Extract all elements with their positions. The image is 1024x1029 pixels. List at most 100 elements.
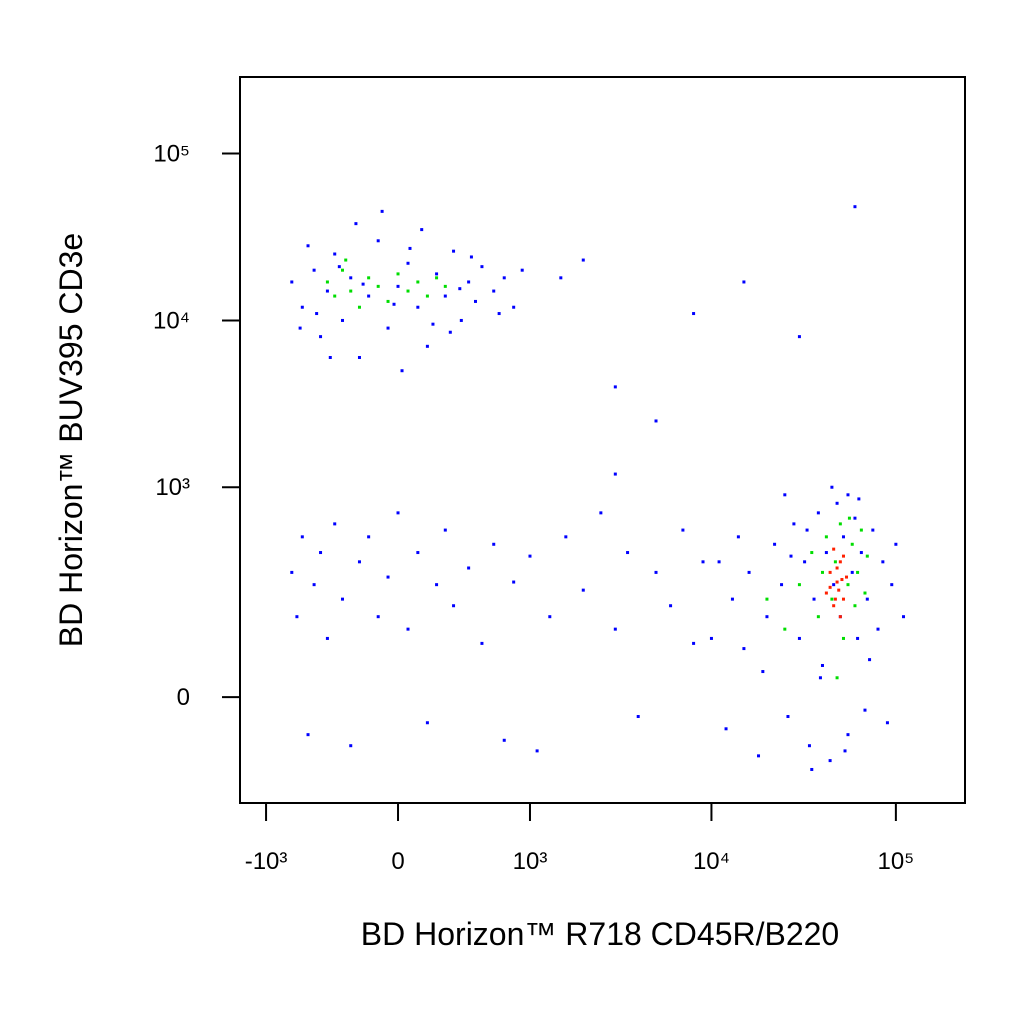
point <box>452 249 456 253</box>
point <box>803 560 807 564</box>
point <box>344 258 348 262</box>
point <box>337 265 341 269</box>
point <box>458 287 462 291</box>
point <box>865 597 869 601</box>
point <box>340 318 344 322</box>
point <box>838 560 842 564</box>
x-tick-label: 10³ <box>513 848 548 875</box>
point <box>876 627 880 631</box>
point <box>406 261 410 265</box>
point <box>786 715 790 719</box>
point <box>376 615 380 619</box>
plot-frame <box>239 76 966 804</box>
point <box>396 284 400 288</box>
point <box>885 721 889 725</box>
point <box>626 551 630 555</box>
point <box>856 636 860 640</box>
point <box>564 535 568 539</box>
point <box>692 641 696 645</box>
point <box>654 419 658 423</box>
point <box>467 566 471 570</box>
point <box>820 570 824 574</box>
point <box>443 528 447 532</box>
point <box>654 570 658 574</box>
y-tick-label: 10⁵ <box>153 140 190 167</box>
point <box>408 246 412 250</box>
point <box>480 641 484 645</box>
point <box>868 658 872 662</box>
point <box>425 344 429 348</box>
point <box>431 322 435 326</box>
point <box>840 578 844 582</box>
point <box>467 280 471 284</box>
point <box>528 554 532 558</box>
point <box>857 497 861 501</box>
point <box>425 294 429 298</box>
point <box>783 493 787 497</box>
point <box>535 749 539 753</box>
point <box>820 663 824 667</box>
point <box>736 535 740 539</box>
point <box>841 535 845 539</box>
point <box>512 305 516 309</box>
points <box>290 205 906 771</box>
point <box>306 244 310 248</box>
point <box>846 493 850 497</box>
x-tick-label: 10⁴ <box>693 848 730 875</box>
point <box>846 583 850 587</box>
point <box>581 258 585 262</box>
point <box>333 522 337 526</box>
point <box>805 528 809 532</box>
point <box>319 335 323 339</box>
point <box>325 280 329 284</box>
point <box>830 597 834 601</box>
point <box>502 276 506 280</box>
point <box>448 330 452 334</box>
point <box>367 276 371 280</box>
point <box>828 570 832 574</box>
point <box>850 570 854 574</box>
point <box>469 255 473 259</box>
point <box>841 636 845 640</box>
point <box>392 302 396 306</box>
point <box>340 597 344 601</box>
point <box>416 280 420 284</box>
point <box>497 312 501 316</box>
point <box>416 305 420 309</box>
point <box>581 588 585 592</box>
point <box>847 516 851 520</box>
point <box>742 280 746 284</box>
point <box>837 588 841 592</box>
point <box>400 369 404 373</box>
point <box>812 597 816 601</box>
point <box>835 676 839 680</box>
point <box>396 272 400 276</box>
point <box>881 560 885 564</box>
point <box>871 528 875 532</box>
point <box>792 522 796 526</box>
point <box>828 759 832 763</box>
point <box>824 591 828 595</box>
point <box>300 305 304 309</box>
point <box>832 547 836 551</box>
point <box>333 294 337 298</box>
point <box>669 604 673 608</box>
point <box>613 385 617 389</box>
point <box>452 604 456 608</box>
point <box>520 268 524 272</box>
point <box>838 615 842 619</box>
point <box>761 670 765 674</box>
point <box>773 542 777 546</box>
point <box>818 676 822 680</box>
point <box>816 511 820 515</box>
point <box>613 627 617 631</box>
point <box>835 501 839 505</box>
point <box>502 738 506 742</box>
point <box>797 335 801 339</box>
point <box>859 528 863 532</box>
point <box>636 715 640 719</box>
point <box>328 355 332 359</box>
point <box>325 289 329 293</box>
